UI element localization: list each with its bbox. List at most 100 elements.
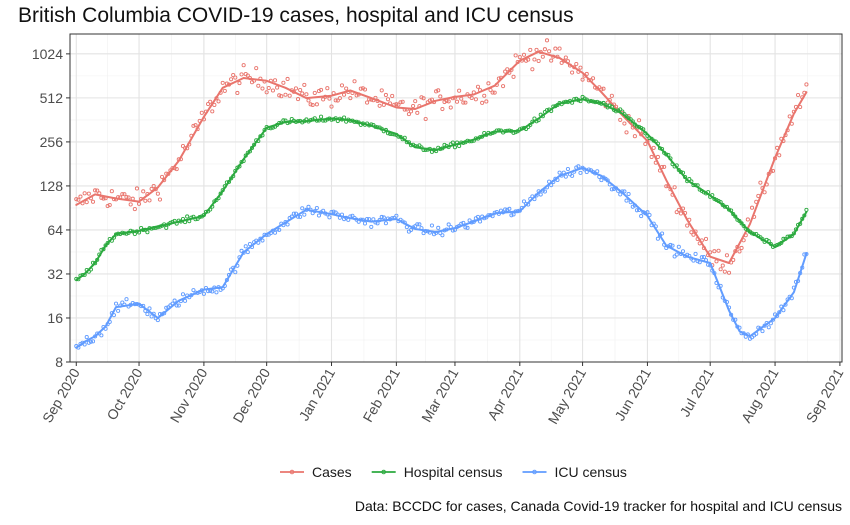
data-point [174, 303, 179, 308]
data-point [459, 96, 464, 101]
data-point [438, 94, 443, 99]
data-point [689, 230, 694, 235]
data-point [676, 244, 681, 249]
legend-label: Cases [312, 464, 352, 480]
data-point [578, 170, 583, 175]
data-point [632, 134, 637, 139]
data-point [434, 89, 439, 94]
data-point [206, 101, 211, 107]
data-point [314, 205, 319, 211]
data-point [639, 214, 644, 219]
data-point [180, 292, 186, 297]
data-point [760, 329, 765, 334]
data-point [722, 269, 727, 274]
data-point [634, 208, 640, 213]
data-point [86, 340, 91, 345]
data-point [321, 97, 326, 102]
data-point [164, 225, 169, 230]
data-point [122, 192, 127, 197]
data-point [383, 221, 388, 226]
data-point [245, 73, 250, 78]
data-point [245, 250, 250, 255]
data-point [737, 218, 742, 224]
data-point [120, 300, 125, 305]
y-tick-label: 128 [40, 178, 64, 194]
data-point [260, 86, 265, 91]
data-point [511, 212, 516, 217]
data-point [272, 230, 278, 235]
data-point [672, 185, 677, 190]
data-point [241, 63, 246, 68]
data-point [699, 255, 704, 260]
y-tick-label: 256 [40, 134, 64, 150]
data-point [584, 71, 589, 77]
grid-lines [70, 34, 842, 363]
data-point [143, 198, 148, 203]
data-point [266, 85, 271, 91]
data-point [578, 65, 583, 70]
data-point [749, 205, 755, 210]
data-point [745, 217, 750, 222]
data-point [379, 214, 384, 220]
data-point [505, 67, 510, 72]
data-point [74, 197, 79, 202]
series-hospital-census [74, 94, 809, 282]
data-point [662, 164, 667, 169]
data-point [609, 93, 614, 98]
data-point [540, 54, 545, 59]
data-point [344, 86, 349, 91]
x-tick-label: Jan 2021 [295, 365, 338, 423]
data-point [302, 82, 307, 87]
data-point [369, 224, 374, 229]
data-point [134, 186, 139, 191]
data-point [312, 90, 317, 96]
data-point [413, 99, 418, 104]
data-point [450, 140, 455, 145]
data-point [511, 74, 516, 79]
data-point [526, 57, 531, 62]
data-point [279, 94, 284, 99]
data-point [419, 95, 424, 100]
data-point [306, 204, 311, 209]
data-point [201, 291, 206, 296]
data-point [559, 60, 564, 65]
data-point [693, 251, 698, 257]
data-point [509, 213, 514, 218]
data-point [295, 97, 301, 102]
data-point [530, 67, 535, 72]
data-point [417, 222, 422, 227]
data-point [84, 200, 89, 205]
data-point [703, 236, 709, 242]
data-point [475, 84, 481, 89]
data-point [421, 96, 426, 101]
data-point [377, 103, 382, 108]
data-point [622, 189, 627, 194]
data-point [335, 98, 340, 103]
series-line [75, 50, 808, 264]
data-point [685, 223, 690, 228]
legend-label: Hospital census [404, 464, 503, 480]
data-point [565, 166, 570, 172]
data-point [599, 178, 604, 183]
data-point [132, 207, 137, 212]
data-point [379, 88, 384, 93]
data-point [365, 100, 370, 105]
x-tick-label: May 2021 [545, 365, 590, 426]
legend-label: ICU census [555, 464, 627, 480]
data-point [668, 242, 673, 248]
data-point [532, 57, 537, 62]
series-layer [74, 38, 809, 350]
data-point [720, 263, 725, 268]
data-point [469, 95, 474, 100]
data-point [655, 154, 660, 160]
data-point [461, 100, 466, 105]
data-point [149, 186, 154, 191]
data-point [264, 90, 269, 95]
data-point [214, 290, 219, 295]
data-point [229, 77, 234, 82]
data-point [270, 88, 275, 93]
data-point [390, 93, 395, 99]
data-point [595, 169, 600, 174]
data-point [758, 180, 763, 185]
